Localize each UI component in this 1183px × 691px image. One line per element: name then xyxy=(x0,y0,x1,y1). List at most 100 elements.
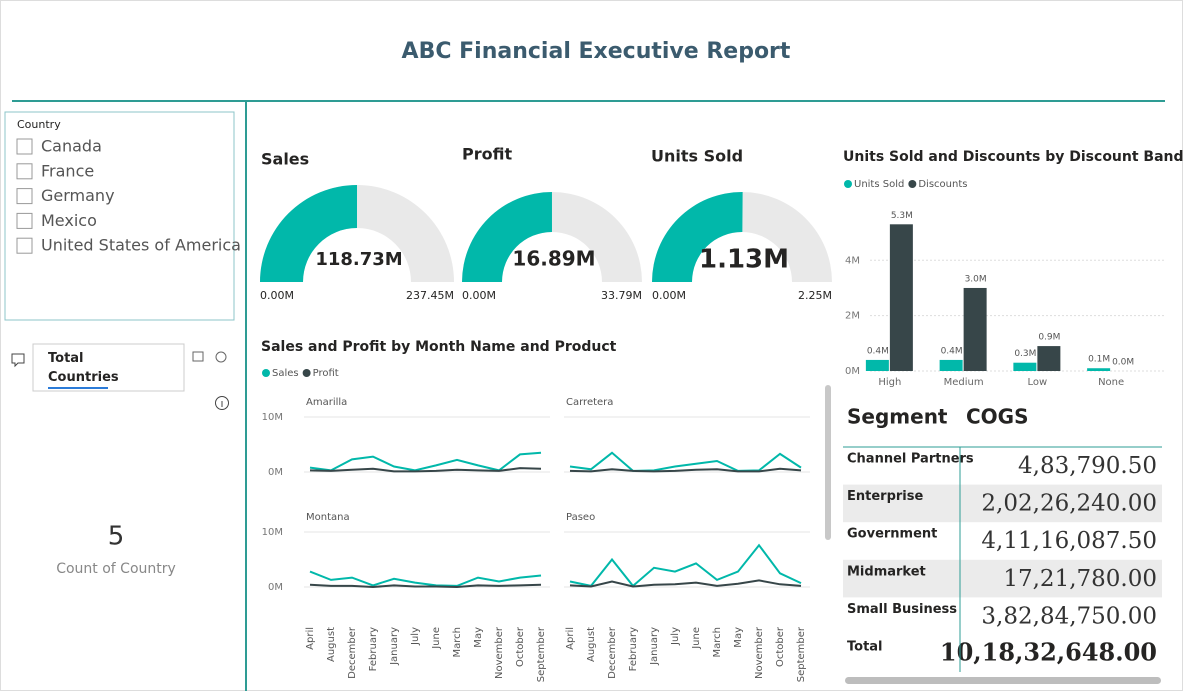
settings-icon[interactable] xyxy=(215,351,227,363)
slicer-item[interactable]: United States of America xyxy=(41,236,241,255)
slicer-item[interactable]: Canada xyxy=(41,137,102,156)
legend-label: Units Sold xyxy=(854,179,904,190)
table-cell: 2,02,26,240.00 xyxy=(981,491,1157,517)
data-label: 0.1M xyxy=(1088,355,1110,365)
data-label: 0.9M xyxy=(1038,333,1060,343)
panel-title: Paseo xyxy=(566,512,595,523)
bar xyxy=(939,359,963,371)
line xyxy=(309,467,542,473)
x-tick-label: None xyxy=(1098,377,1124,388)
x-tick-label: June xyxy=(691,627,702,650)
gauge-value: 118.73M xyxy=(315,249,402,270)
card-value: 5 xyxy=(108,522,125,552)
bar xyxy=(1013,362,1037,371)
gauge-value: 1.13M xyxy=(699,245,789,275)
table-total: Total xyxy=(847,640,883,655)
table-cell: Channel Partners xyxy=(847,452,974,467)
bookmark-button[interactable] xyxy=(32,343,185,392)
bar xyxy=(865,359,889,371)
x-tick-label: July xyxy=(670,627,681,646)
slicer-item[interactable]: Germany xyxy=(41,186,115,205)
y-tick-label: 10M xyxy=(262,412,283,423)
filter-icon[interactable] xyxy=(192,351,204,362)
x-tick-label: April xyxy=(565,627,576,650)
panel-title: Amarilla xyxy=(306,397,347,408)
table-cell: 17,21,780.00 xyxy=(1003,566,1157,592)
x-tick-label: September xyxy=(536,626,547,682)
checkbox[interactable] xyxy=(16,138,33,155)
scrollbar[interactable] xyxy=(825,385,831,540)
line xyxy=(569,451,802,472)
info-icon[interactable] xyxy=(215,396,229,410)
x-tick-label: High xyxy=(878,377,901,388)
line xyxy=(569,543,802,588)
line xyxy=(309,451,542,472)
comment-icon[interactable] xyxy=(11,353,25,368)
legend-marker xyxy=(908,180,917,188)
x-tick-label: November xyxy=(494,626,505,679)
checkbox[interactable] xyxy=(16,188,33,205)
legend-label: Profit xyxy=(313,368,339,379)
legend-marker xyxy=(302,369,311,377)
checkbox[interactable] xyxy=(16,212,33,229)
slicer-item[interactable]: France xyxy=(41,161,94,180)
x-tick-label: December xyxy=(347,626,358,679)
report-title: ABC Financial Executive Report xyxy=(402,39,791,64)
table-cell: Government xyxy=(847,527,937,542)
table-header: COGS xyxy=(966,405,1029,429)
row-band xyxy=(843,559,1162,598)
x-tick-label: October xyxy=(515,626,526,667)
button-label[interactable]: Total Countries xyxy=(48,351,119,385)
y-tick-label: 0M xyxy=(268,467,283,478)
y-tick-label: 2M xyxy=(845,311,860,322)
line xyxy=(309,570,542,587)
scrollbar[interactable] xyxy=(845,677,1161,684)
gauge-value: 16.89M xyxy=(512,247,595,271)
x-tick-label: March xyxy=(452,627,463,657)
bar xyxy=(963,287,987,371)
gauge-tick-label: 0.00M xyxy=(260,289,294,302)
table-header: Segment xyxy=(847,405,948,429)
chart-title: Sales and Profit by Month Name and Produ… xyxy=(261,339,617,355)
x-tick-label: February xyxy=(368,627,379,671)
x-tick-label: July xyxy=(410,627,421,646)
table-cell: 3,82,84,750.00 xyxy=(981,603,1157,629)
x-tick-label: May xyxy=(473,627,484,648)
gauge-fill xyxy=(462,192,552,282)
y-tick-label: 10M xyxy=(262,527,283,538)
data-label: 3.0M xyxy=(965,274,987,284)
data-label: 0.4M xyxy=(867,346,889,356)
slicer-title: Country xyxy=(17,118,61,131)
data-label: 5.3M xyxy=(891,211,913,221)
table-cell: 4,83,790.50 xyxy=(1018,453,1157,479)
x-tick-label: June xyxy=(431,627,442,650)
chart-title: Units Sold and Discounts by Discount Ban… xyxy=(843,149,1183,165)
row-band xyxy=(843,484,1162,523)
data-label: 0.4M xyxy=(941,346,963,356)
gauge-tick-label: 237.45M xyxy=(406,289,454,302)
x-tick-label: October xyxy=(775,626,786,667)
bar xyxy=(1087,368,1111,371)
legend-marker xyxy=(844,180,852,188)
bar xyxy=(889,224,913,371)
slicer-list: Canada France Germany Mexico United States o… xyxy=(16,137,241,255)
x-tick-label: November xyxy=(754,626,765,679)
checkbox[interactable] xyxy=(16,163,33,180)
x-tick-label: April xyxy=(305,627,316,650)
x-tick-label: Low xyxy=(1028,377,1048,388)
panel-title: Montana xyxy=(306,512,350,523)
line xyxy=(569,467,802,473)
x-tick-label: January xyxy=(649,627,660,666)
gauge-fill xyxy=(652,191,743,282)
gauge-title: Units Sold xyxy=(651,147,743,166)
x-tick-label: March xyxy=(712,627,723,657)
checkbox[interactable] xyxy=(16,237,33,254)
slicer-item[interactable]: Mexico xyxy=(41,211,97,230)
bar xyxy=(1037,346,1061,371)
data-label: 0.0M xyxy=(1112,358,1134,368)
gauge-tick-label: 0.00M xyxy=(652,289,686,302)
x-tick-label: January xyxy=(389,627,400,666)
gauge-tick-label: 2.25M xyxy=(798,289,832,302)
gauge-title: Sales xyxy=(261,150,309,169)
